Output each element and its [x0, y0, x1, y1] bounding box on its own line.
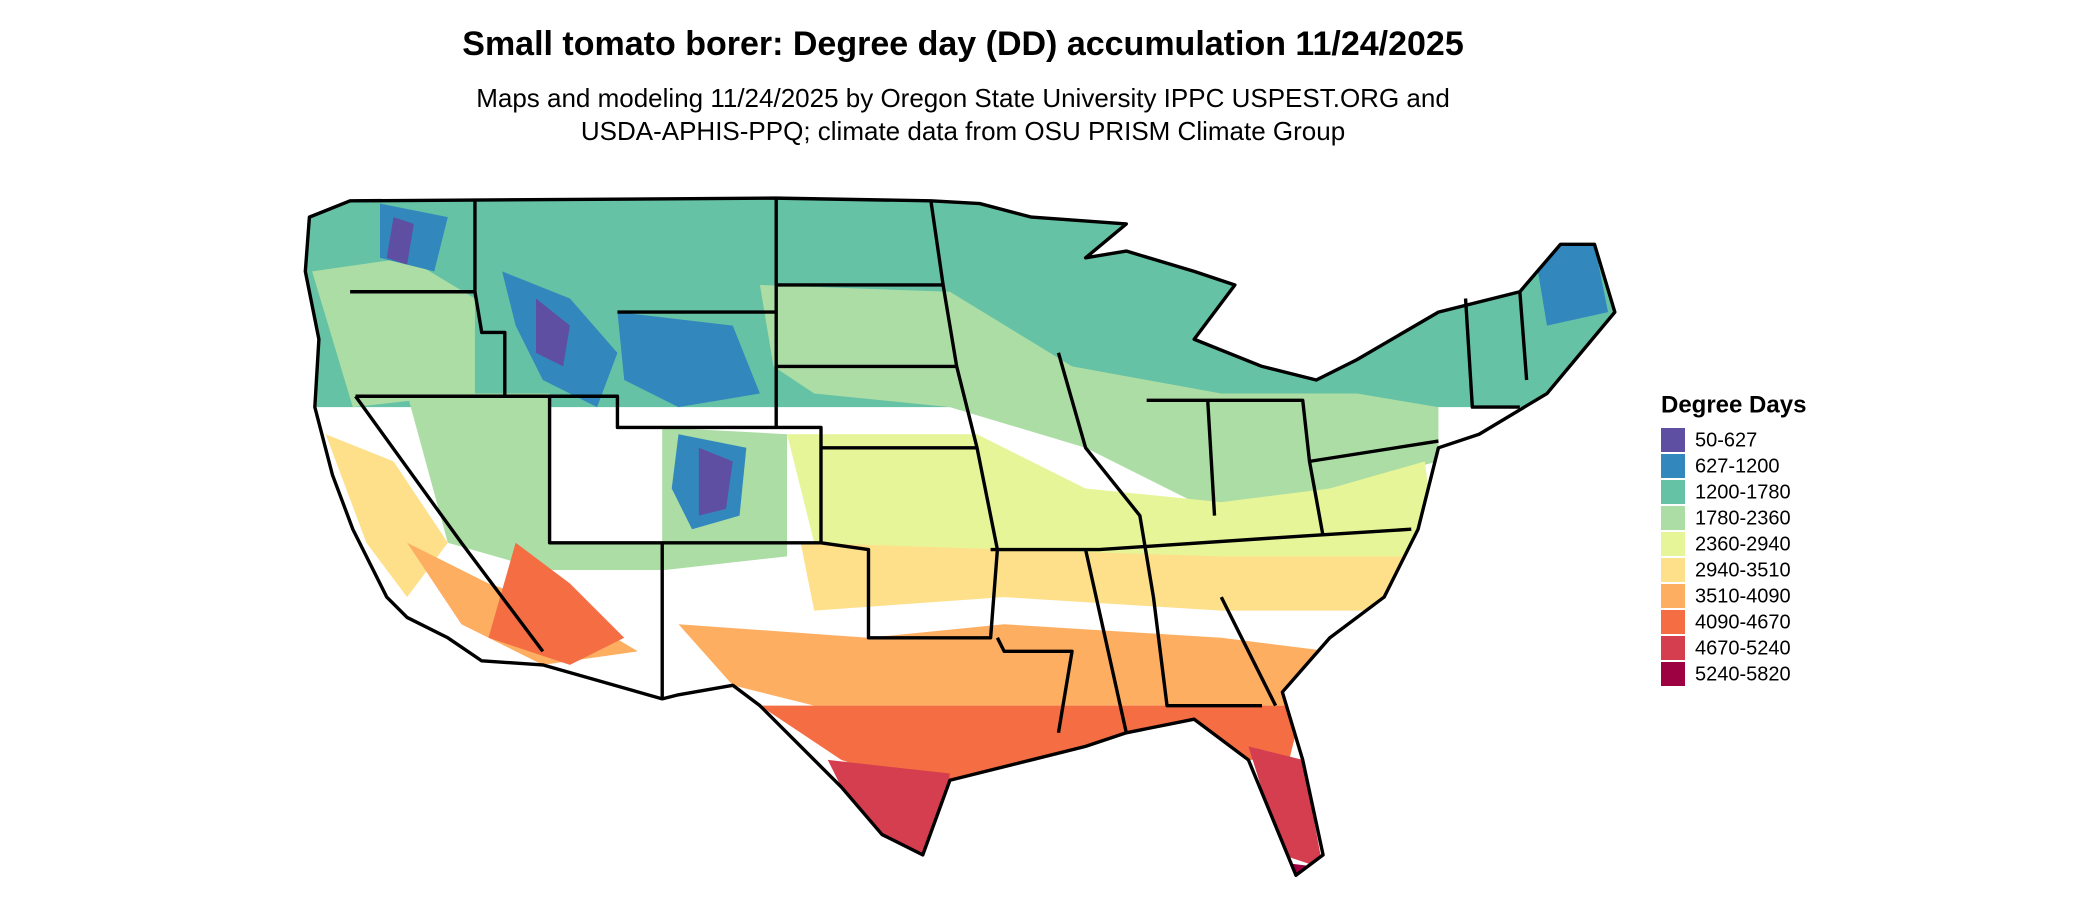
- map-title: Small tomato borer: Degree day (DD) accu…: [462, 25, 1463, 63]
- legend-swatch: [1661, 480, 1685, 504]
- us-map: [303, 196, 1617, 877]
- map-subtitle: Maps and modeling 11/24/2025 by Oregon S…: [476, 83, 1450, 113]
- legend-label: 4090-4670: [1695, 611, 1791, 633]
- dd-zone: [800, 542, 1412, 611]
- legend-label: 5240-5820: [1695, 663, 1791, 685]
- dd-zone: [617, 312, 760, 408]
- legend-label: 1200-1780: [1695, 481, 1791, 503]
- state-borders: [303, 196, 1617, 877]
- legend-swatch: [1661, 428, 1685, 452]
- dd-zone: [386, 217, 414, 265]
- dd-zone: [312, 257, 475, 408]
- legend-label: 4670-5240: [1695, 637, 1791, 659]
- dd-zone: [787, 434, 1439, 570]
- legend-swatch: [1661, 454, 1685, 478]
- dd-zone: [536, 298, 570, 367]
- legend-swatch: [1661, 558, 1685, 582]
- dd-zone: [1533, 244, 1609, 326]
- dd-zone: [1248, 746, 1324, 869]
- legend-swatch: [1661, 584, 1685, 608]
- legend-swatch: [1661, 636, 1685, 660]
- map-subtitle: USDA-APHIS-PPQ; climate data from OSU PR…: [581, 116, 1345, 146]
- legend-title: Degree Days: [1661, 391, 1806, 418]
- legend-label: 1780-2360: [1695, 507, 1791, 529]
- dd-zone: [698, 447, 733, 516]
- legend-label: 2940-3510: [1695, 559, 1791, 581]
- dd-zone: [488, 542, 625, 665]
- dd-zone: [759, 284, 1439, 516]
- legend-label: 50-627: [1695, 429, 1757, 451]
- legend-swatch: [1661, 610, 1685, 634]
- legend-label: 627-1200: [1695, 455, 1780, 477]
- legend-label: 3510-4090: [1695, 585, 1791, 607]
- dd-zone: [827, 759, 950, 869]
- dd-zone: [678, 624, 1330, 706]
- legend-swatch: [1661, 662, 1685, 686]
- legend: 50-627 627-1200 1200-1780 1780-2360 2360-294…: [1661, 428, 1791, 686]
- legend-swatch: [1661, 532, 1685, 556]
- legend-swatch: [1661, 506, 1685, 530]
- legend-label: 2360-2940: [1695, 533, 1791, 555]
